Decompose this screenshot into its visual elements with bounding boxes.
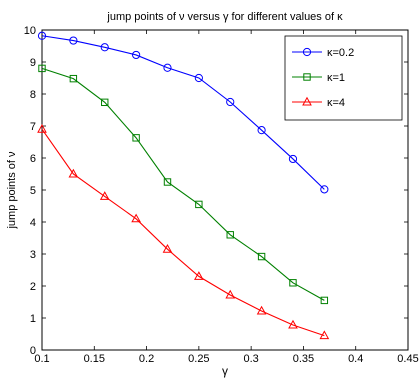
x-tick-label: 0.4 xyxy=(348,353,363,365)
data-point xyxy=(99,191,110,200)
series-layer xyxy=(37,31,330,340)
y-tick-label: 6 xyxy=(30,153,36,165)
y-axis-label: jump points of ν xyxy=(6,151,18,230)
data-point xyxy=(162,243,173,253)
y-tick-label: 4 xyxy=(30,217,36,229)
x-tick-label: 0.2 xyxy=(139,353,154,365)
data-point xyxy=(226,97,235,107)
data-point xyxy=(226,231,234,239)
legend-entry: κ=4 xyxy=(292,96,345,109)
x-tick-label: 0.25 xyxy=(188,353,209,365)
data-point xyxy=(288,154,298,164)
y-tick-label: 8 xyxy=(30,89,36,101)
data-point xyxy=(69,74,78,83)
legend-marker xyxy=(302,47,312,57)
legend-label: κ=4 xyxy=(327,97,345,109)
y-tick-label: 5 xyxy=(30,185,36,197)
data-point xyxy=(37,31,47,40)
y-tick-label: 10 xyxy=(24,25,36,37)
legend-marker xyxy=(302,96,312,106)
data-point xyxy=(319,330,330,340)
legend-entry: κ=0.2 xyxy=(292,47,354,59)
data-point xyxy=(131,213,141,223)
data-point xyxy=(320,185,329,194)
axis-ticks: 0.1 0.15 0.2 0.25 0.3 0.35 0.4 0.45 0 1 2 3 4 5 6 7 8 9 10 xyxy=(24,25,419,365)
y-tick-label: 7 xyxy=(30,121,36,133)
series-2 xyxy=(38,64,329,305)
series-1 xyxy=(37,31,329,194)
series-line xyxy=(41,128,325,337)
legend: κ=0.2 κ=1 κ=4 xyxy=(284,35,403,121)
data-point xyxy=(225,289,236,299)
data-point xyxy=(257,126,266,135)
data-point xyxy=(163,178,172,186)
legend-label: κ=1 xyxy=(327,72,345,84)
data-point xyxy=(288,319,298,329)
y-tick-label: 9 xyxy=(30,57,36,69)
legend-entry: κ=1 xyxy=(292,72,345,84)
legend-marker xyxy=(303,73,311,81)
y-tick-label: 2 xyxy=(30,281,36,293)
series-line xyxy=(41,35,325,190)
chart-title: jump points of ν versus γ for different … xyxy=(106,11,343,23)
data-point xyxy=(132,134,140,142)
legend-box xyxy=(284,35,403,121)
x-axis-label: γ xyxy=(222,364,228,378)
data-point xyxy=(289,279,297,287)
data-point xyxy=(37,123,47,133)
data-point xyxy=(194,73,203,83)
x-tick-label: 0.45 xyxy=(397,353,418,365)
data-point xyxy=(38,64,46,73)
data-point xyxy=(100,43,109,52)
x-tick-label: 0.3 xyxy=(243,353,258,365)
data-point xyxy=(194,271,204,280)
data-point xyxy=(320,296,329,305)
x-tick-label: 0.15 xyxy=(84,353,105,365)
data-point xyxy=(163,63,172,72)
series-3 xyxy=(37,123,330,340)
x-tick-label: 0.1 xyxy=(34,353,49,365)
series-line xyxy=(41,67,325,301)
data-point xyxy=(68,168,79,178)
legend-label: κ=0.2 xyxy=(327,47,354,59)
data-point xyxy=(132,50,141,60)
data-point xyxy=(195,200,203,209)
data-point xyxy=(69,36,78,45)
x-tick-label: 0.35 xyxy=(293,353,314,365)
y-tick-label: 1 xyxy=(30,313,36,325)
data-point xyxy=(257,252,266,261)
data-point xyxy=(101,98,109,107)
y-tick-label: 3 xyxy=(30,249,36,261)
data-point xyxy=(256,305,267,315)
y-tick-label: 0 xyxy=(30,345,36,357)
